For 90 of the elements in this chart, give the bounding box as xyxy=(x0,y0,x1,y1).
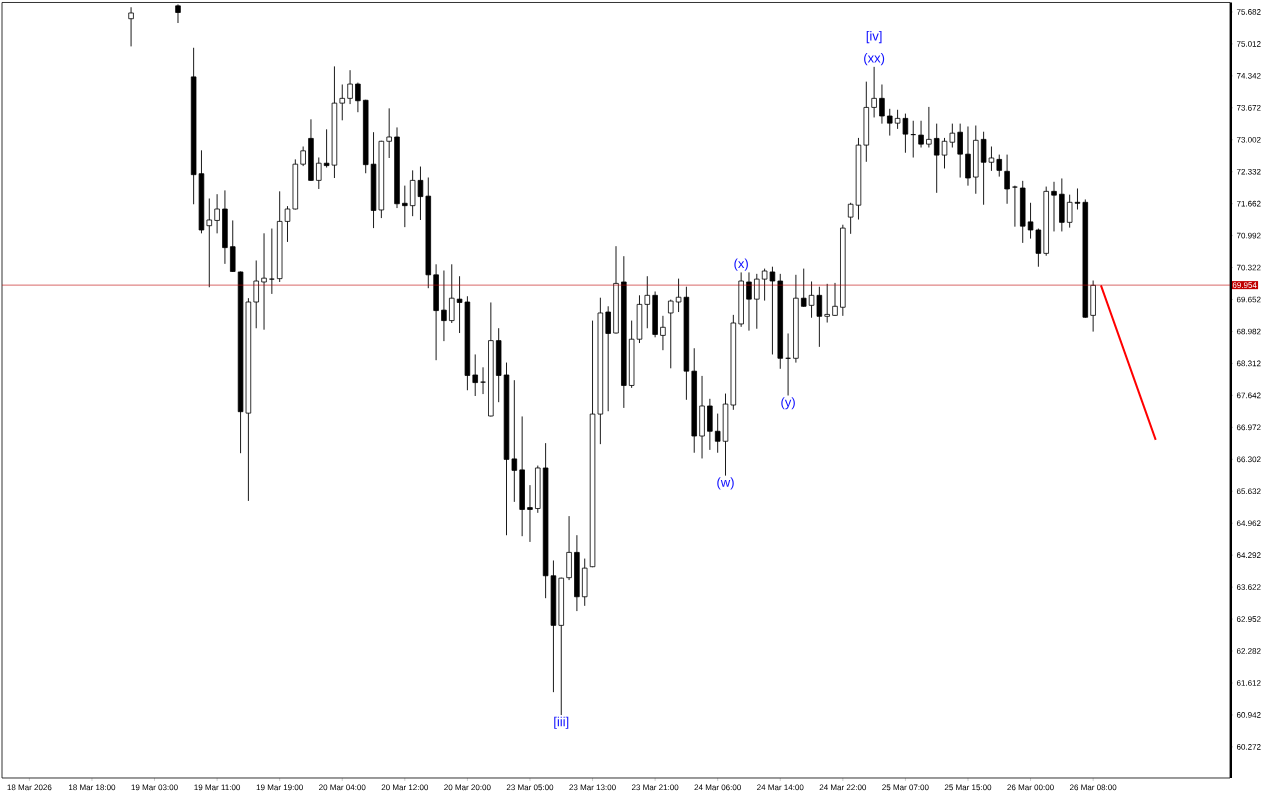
candlestick xyxy=(746,272,752,331)
x-tick-label: 18 Mar 2026 xyxy=(7,784,52,791)
candlestick xyxy=(879,84,885,124)
y-tick-label: 62.952 xyxy=(1236,616,1261,622)
candlestick xyxy=(527,485,533,542)
candlestick xyxy=(214,194,220,234)
candlestick xyxy=(644,276,651,329)
candlestick xyxy=(605,306,611,412)
y-tick-label: 62.282 xyxy=(1236,648,1261,654)
y-tick-label: 72.332 xyxy=(1236,168,1261,175)
candlestick xyxy=(449,264,455,323)
candlestick xyxy=(386,108,392,158)
candlestick xyxy=(660,315,666,351)
annotation: [iv] xyxy=(866,31,882,44)
x-tick-label: 24 Mar 06:00 xyxy=(694,784,741,791)
candlestick xyxy=(261,233,267,330)
annotation: [iii] xyxy=(554,716,569,729)
y-tick-label: 63.622 xyxy=(1236,584,1261,590)
candlestick xyxy=(472,354,478,396)
candlestick xyxy=(754,273,760,329)
candlestick xyxy=(300,146,306,167)
x-tick-label: 25 Mar 15:00 xyxy=(944,784,992,791)
y-tick-label: 71.662 xyxy=(1236,200,1261,207)
x-tick-label: 25 Mar 07:00 xyxy=(882,784,929,791)
candlestick xyxy=(269,228,275,294)
x-tick-label: 23 Mar 05:00 xyxy=(506,784,554,791)
x-tick-label: 19 Mar 11:00 xyxy=(194,784,241,791)
y-tick-label: 75.012 xyxy=(1236,41,1261,47)
y-tick-label: 70.992 xyxy=(1236,232,1261,239)
y-tick-label: 70.322 xyxy=(1236,264,1261,271)
candlestick xyxy=(347,70,353,105)
y-tick-label: 73.002 xyxy=(1236,136,1261,143)
y-tick-label: 60.272 xyxy=(1236,744,1261,750)
candlestick xyxy=(800,268,807,307)
x-tick-label: 23 Mar 21:00 xyxy=(631,784,679,791)
x-tick-label: 20 Mar 12:00 xyxy=(381,784,429,791)
candlestick xyxy=(1004,154,1010,204)
y-tick-label: 66.302 xyxy=(1236,456,1261,463)
y-tick-label: 64.962 xyxy=(1236,520,1261,527)
candlestick xyxy=(918,120,924,148)
x-tick-label: 23 Mar 13:00 xyxy=(569,784,616,791)
annotation: (xx) xyxy=(864,53,885,66)
candlestick xyxy=(957,123,963,178)
x-tick-label: 20 Mar 04:00 xyxy=(319,784,366,791)
y-tick-label: 68.312 xyxy=(1236,360,1261,367)
candlestick xyxy=(355,82,361,113)
candlestick xyxy=(206,198,213,288)
candlestick xyxy=(832,282,838,316)
candlestick xyxy=(668,299,674,369)
x-tick-label: 24 Mar 22:00 xyxy=(819,784,867,791)
y-tick-label: 75.682 xyxy=(1236,9,1261,15)
y-tick-label: 69.652 xyxy=(1236,296,1261,303)
x-tick-label: 24 Mar 14:00 xyxy=(757,784,804,791)
candlestick xyxy=(824,283,830,323)
x-tick-label: 26 Mar 00:00 xyxy=(1007,784,1054,791)
annotation: (w) xyxy=(717,477,734,490)
x-tick-label: 26 Mar 08:00 xyxy=(1069,784,1117,791)
candlestick xyxy=(316,157,322,189)
candlestick xyxy=(441,270,447,342)
candlestick xyxy=(996,154,1003,177)
candlestick xyxy=(926,106,932,148)
candlestick xyxy=(253,260,259,329)
y-tick-label: 67.642 xyxy=(1236,392,1261,399)
x-tick-label: 19 Mar 19:00 xyxy=(256,784,303,791)
candlestick xyxy=(1012,185,1018,227)
candlestick xyxy=(284,206,291,242)
y-tick-label: 73.672 xyxy=(1236,104,1261,111)
candlestick xyxy=(402,185,408,228)
annotation: (x) xyxy=(734,258,748,271)
candlestick xyxy=(128,7,134,47)
candlestick xyxy=(1051,181,1057,232)
x-tick-label: 18 Mar 18:00 xyxy=(69,784,116,791)
y-tick-label: 68.982 xyxy=(1236,328,1261,335)
y-tick-label: 60.942 xyxy=(1236,712,1261,718)
y-tick-label: 66.972 xyxy=(1236,424,1261,431)
y-tick-label: 74.342 xyxy=(1236,73,1261,79)
y-tick-label: 65.632 xyxy=(1236,488,1261,495)
y-tick-label: 64.292 xyxy=(1236,552,1261,558)
candlestick xyxy=(871,66,877,118)
annotation: (y) xyxy=(781,397,795,410)
x-tick-label: 20 Mar 20:00 xyxy=(444,784,491,791)
x-tick-label: 19 Mar 03:00 xyxy=(131,784,178,791)
candlestick xyxy=(339,84,345,121)
candlestick xyxy=(480,367,486,395)
candlestick xyxy=(965,126,971,186)
candlestick xyxy=(714,413,721,453)
y-tick-label: 61.612 xyxy=(1236,680,1261,686)
candlestick xyxy=(887,108,893,136)
ref-line-label: 69.954 xyxy=(1232,282,1257,288)
candlestick xyxy=(933,123,940,193)
